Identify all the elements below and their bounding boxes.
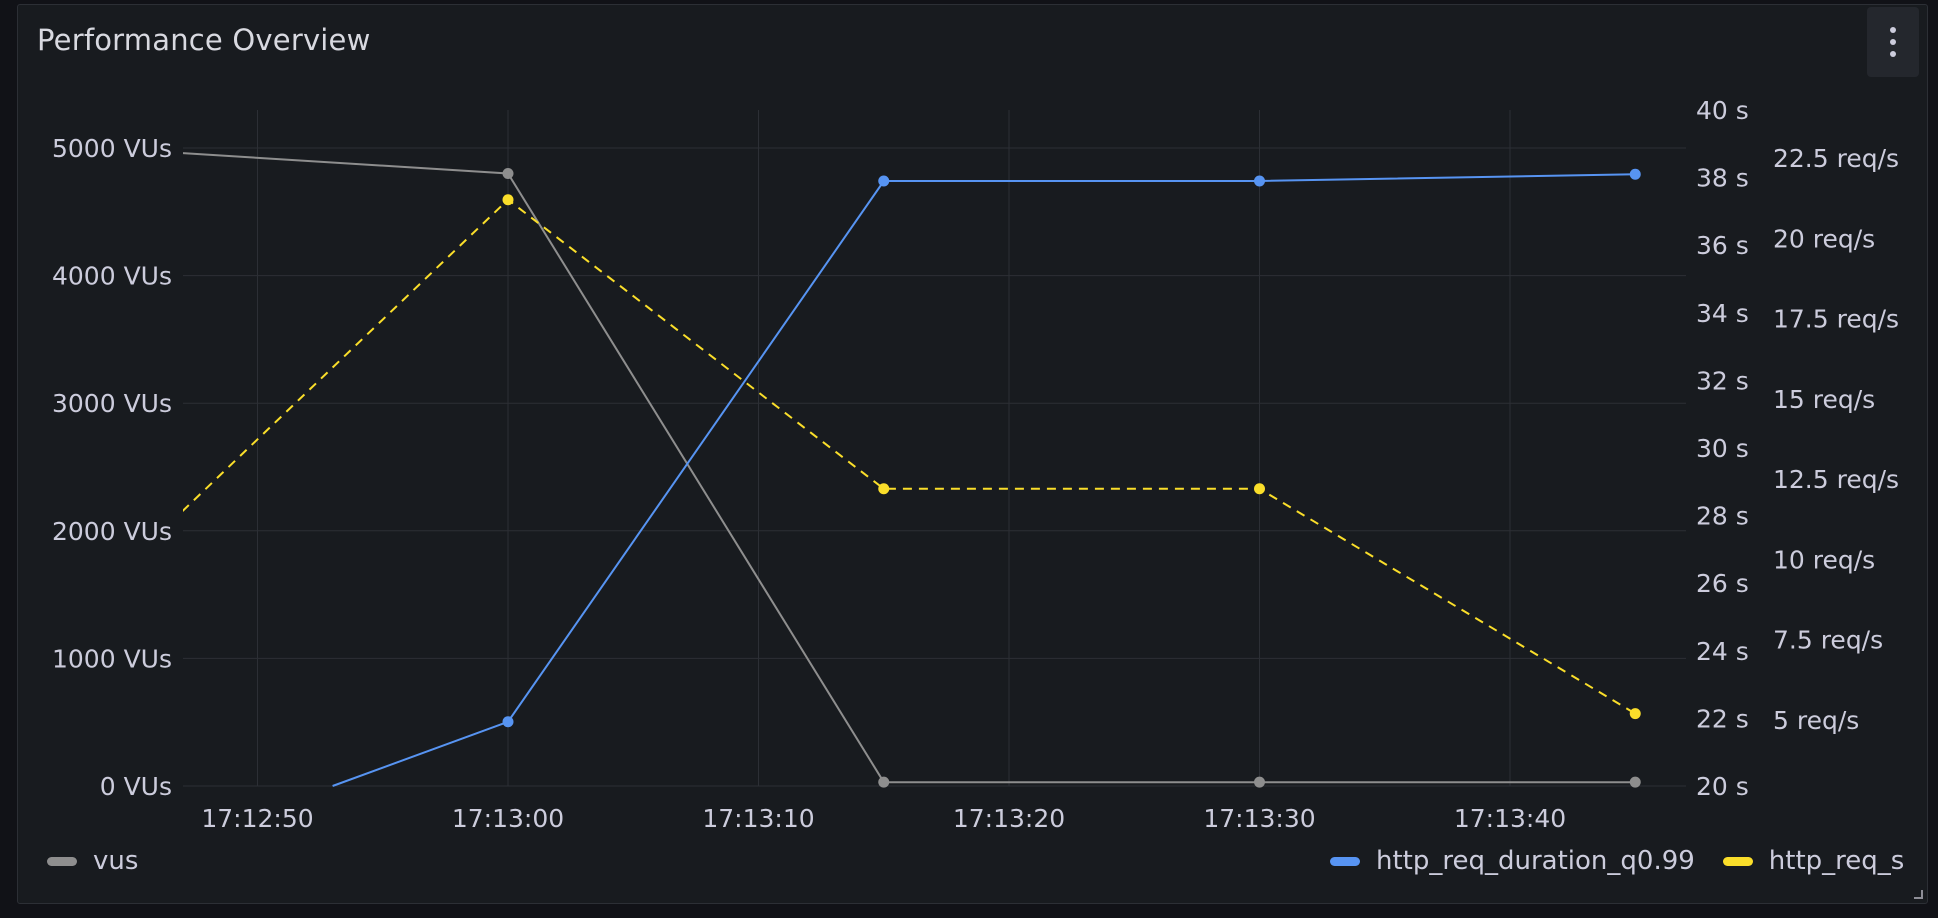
- legend-swatch-vus: [47, 856, 77, 866]
- y-right2-tick-label: 20 req/s: [1773, 224, 1875, 253]
- data-point-vus: [878, 776, 890, 788]
- y-right2-tick-label: 12.5 req/s: [1773, 465, 1899, 494]
- legend-swatch-duration: [1330, 856, 1360, 866]
- legend-label-duration: http_req_duration_q0.99: [1376, 846, 1695, 876]
- y-right1-tick-label: 26 s: [1696, 569, 1749, 598]
- y-right1-tick-label: 38 s: [1696, 164, 1749, 193]
- data-point-http-req-duration-q0-99: [1629, 168, 1641, 180]
- resize-handle-icon[interactable]: [1914, 890, 1923, 899]
- y-left-tick-label: 1000 VUs: [52, 644, 172, 673]
- y-right2-tick-label: 7.5 req/s: [1773, 626, 1883, 655]
- data-point-http-req-s: [1254, 483, 1265, 495]
- y-right2-tick-label: 17.5 req/s: [1773, 305, 1899, 334]
- data-point-http-req-duration-q0-99: [878, 175, 890, 187]
- y-left-tick-label: 5000 VUs: [52, 134, 172, 163]
- y-left-tick-label: 2000 VUs: [52, 517, 172, 546]
- x-tick-label: 17:13:10: [702, 804, 814, 833]
- legend-label-reqs: http_req_s: [1768, 846, 1905, 876]
- data-point-vus: [1629, 776, 1641, 788]
- y-right1-tick-label: 40 s: [1696, 96, 1749, 125]
- y-right1-tick-label: 28 s: [1696, 502, 1749, 531]
- legend-item-vus[interactable]: vus: [47, 846, 138, 876]
- data-point-http-req-s: [502, 194, 514, 206]
- y-left-tick-label: 0 VUs: [100, 772, 172, 801]
- y-right1-tick-label: 20 s: [1696, 772, 1749, 801]
- y-right2-tick-label: 15 req/s: [1773, 385, 1875, 414]
- y-right1-tick-label: 32 s: [1696, 366, 1749, 395]
- data-point-vus: [1254, 776, 1265, 788]
- chart-panel: Performance Overview: [17, 4, 1928, 904]
- y-right1-tick-label: 24 s: [1696, 637, 1749, 666]
- series-line-http-req-s: [183, 198, 1636, 715]
- x-tick-label: 17:12:50: [201, 804, 313, 833]
- y-right2-tick-label: 10 req/s: [1773, 545, 1875, 574]
- legend-item-reqs[interactable]: http_req_s: [1722, 846, 1905, 876]
- data-point-http-req-s: [1629, 708, 1641, 720]
- legend-swatch-reqs: [1722, 856, 1753, 866]
- y-right2-tick-label: 5 req/s: [1773, 706, 1859, 735]
- legend-left: vus: [47, 846, 138, 876]
- y-right1-tick-label: 30 s: [1696, 434, 1749, 463]
- y-left-tick-label: 4000 VUs: [52, 262, 172, 291]
- y-right1-tick-label: 22 s: [1696, 704, 1749, 733]
- data-point-http-req-s: [878, 483, 890, 495]
- x-tick-label: 17:13:30: [1203, 804, 1315, 833]
- legend-item-duration[interactable]: http_req_duration_q0.99: [1330, 846, 1695, 876]
- y-right2-tick-label: 22.5 req/s: [1773, 144, 1899, 173]
- y-left-tick-label: 3000 VUs: [52, 389, 172, 418]
- y-right1-tick-label: 36 s: [1696, 231, 1749, 260]
- y-right1-tick-label: 34 s: [1696, 299, 1749, 328]
- legend-right: http_req_duration_q0.99 http_req_s: [1330, 846, 1904, 876]
- series-line-http-req-duration-q0-99: [332, 173, 1636, 787]
- data-point-http-req-duration-q0-99: [1254, 175, 1265, 187]
- x-tick-label: 17:13:20: [953, 804, 1065, 833]
- series-line-vus: [183, 152, 1636, 784]
- data-point-http-req-duration-q0-99: [502, 716, 514, 728]
- panel-title: Performance Overview: [37, 23, 371, 57]
- x-tick-label: 17:13:00: [452, 804, 564, 833]
- x-tick-label: 17:13:40: [1454, 804, 1566, 833]
- data-point-vus: [502, 168, 514, 180]
- kebab-menu-icon[interactable]: [1867, 7, 1919, 77]
- legend-label-vus: vus: [93, 846, 139, 876]
